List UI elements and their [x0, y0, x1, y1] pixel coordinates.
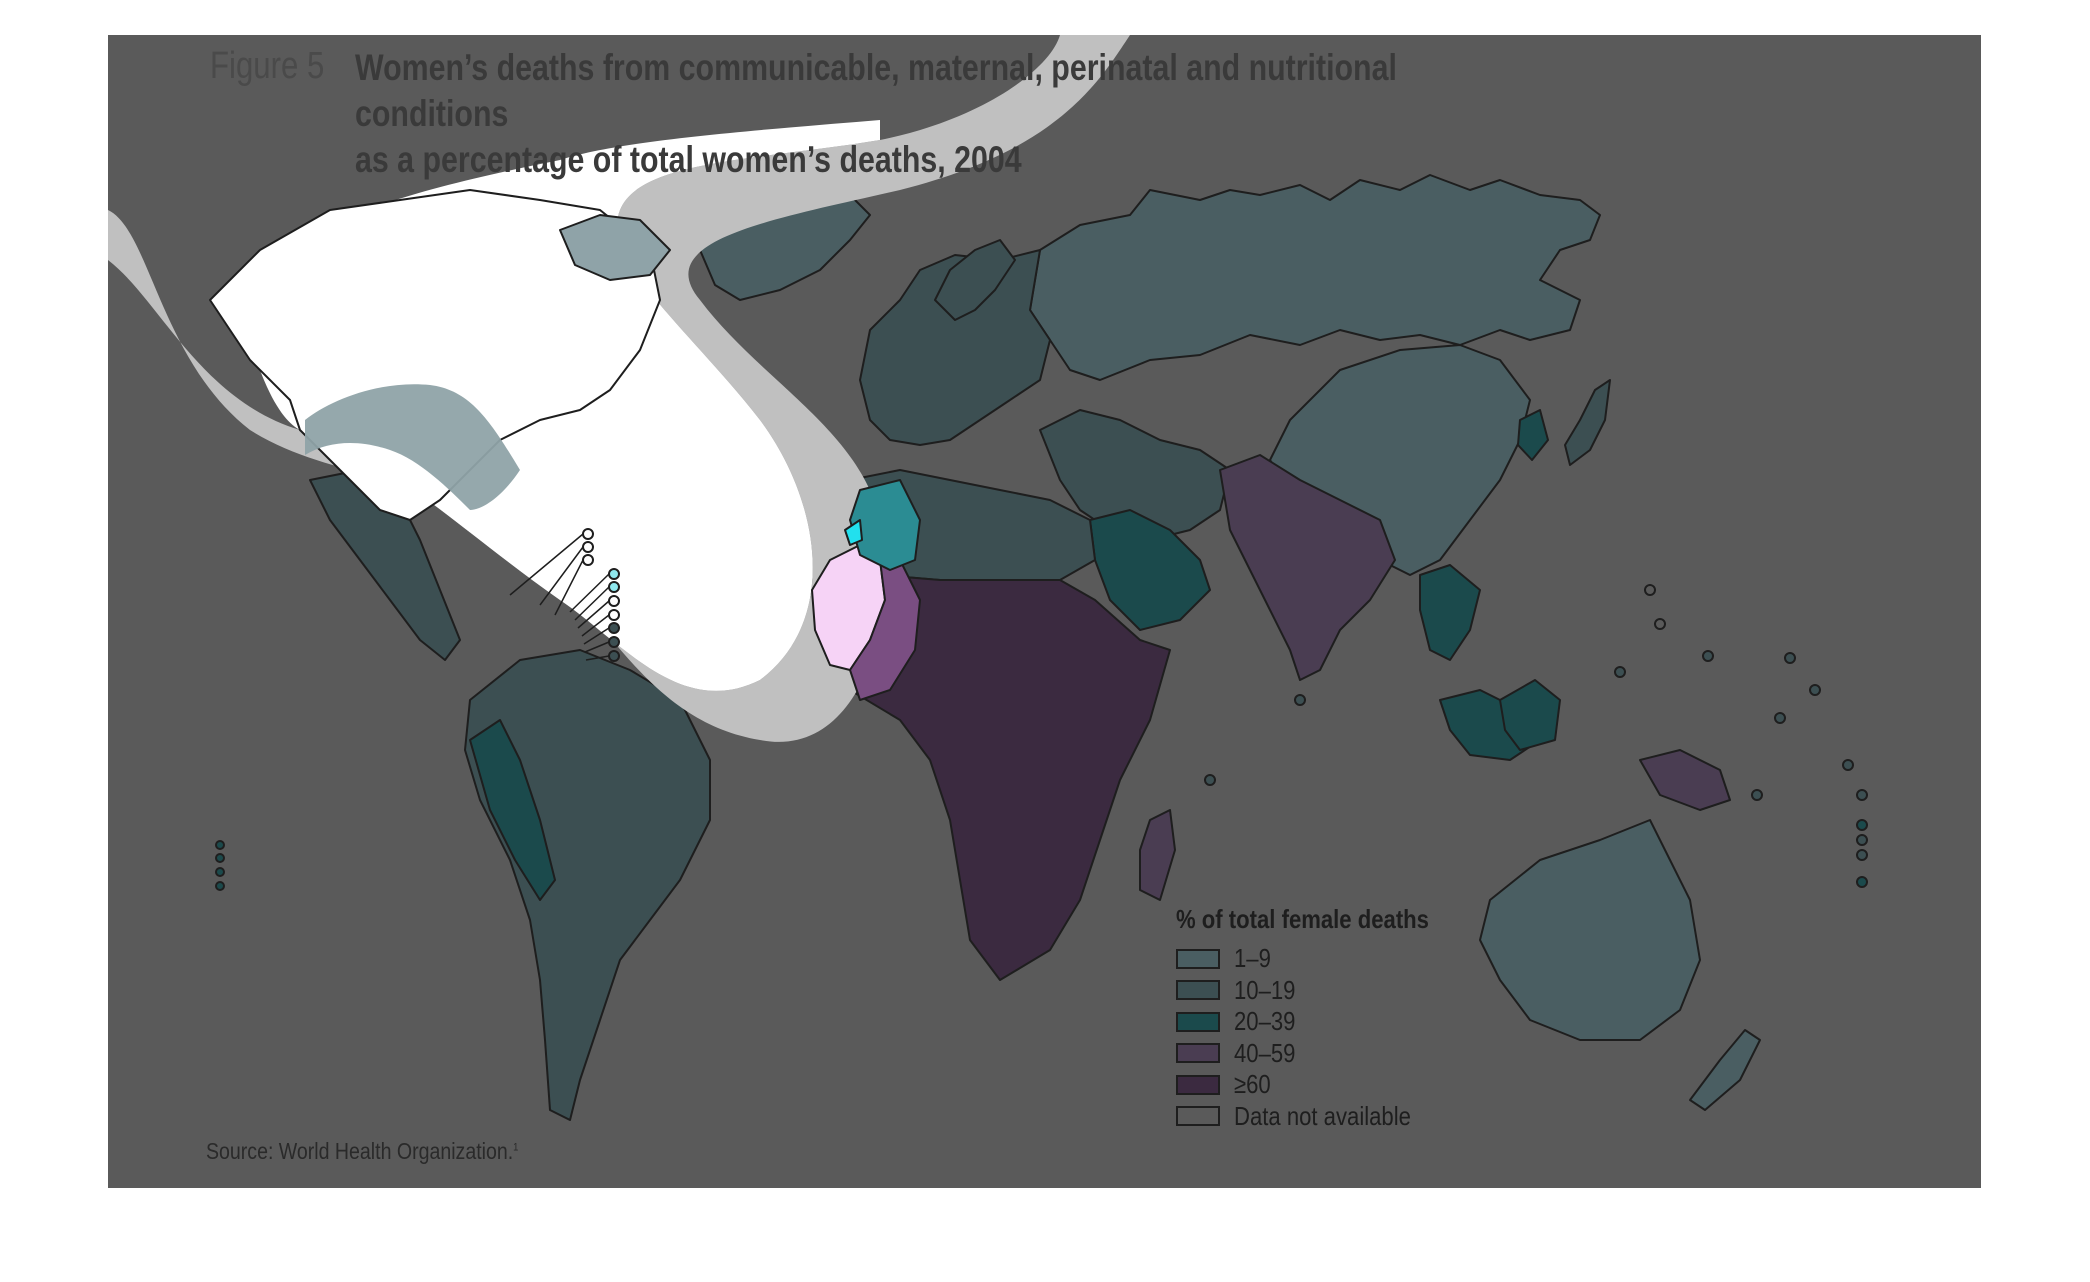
island-marker	[1856, 819, 1868, 831]
caribbean-marker	[608, 568, 620, 580]
region-south-asia	[1219, 454, 1396, 681]
legend-swatch	[1176, 1074, 1220, 1095]
region-scandinavia	[934, 239, 1016, 321]
caribbean-marker	[582, 541, 594, 553]
caribbean-marker	[582, 528, 594, 540]
region-new-zealand	[1689, 1029, 1761, 1111]
region-borneo	[1499, 679, 1561, 751]
island-marker	[1784, 652, 1796, 664]
figure-heading: Figure 5 Women’s deaths from communicabl…	[210, 45, 1770, 183]
legend-swatch	[1176, 948, 1220, 969]
source-text: Source: World Health Organization.	[206, 1138, 514, 1164]
caribbean-marker	[608, 595, 620, 607]
island-marker	[1842, 759, 1854, 771]
legend-label: 40–59	[1234, 1037, 1296, 1068]
legend-label: 1–9	[1234, 943, 1271, 974]
legend-item: 10–19	[1176, 975, 1556, 1007]
source-footnote-marker: 1	[513, 1141, 519, 1154]
island-marker	[215, 840, 225, 850]
region-andes	[469, 719, 556, 901]
figure-title: Women’s deaths from communicable, matern…	[355, 45, 1515, 183]
island-marker	[1294, 694, 1306, 706]
caribbean-marker	[582, 554, 594, 566]
island-marker	[1751, 789, 1763, 801]
island-marker	[1856, 849, 1868, 861]
region-southeast-asia	[1419, 564, 1481, 661]
figure-title-line-1: Women’s deaths from communicable, matern…	[355, 47, 1398, 134]
legend-label: ≥60	[1234, 1069, 1271, 1100]
legend-item: 20–39	[1176, 1006, 1556, 1038]
island-marker	[1856, 834, 1868, 846]
island-marker	[1809, 684, 1821, 696]
caribbean-marker	[608, 609, 620, 621]
island-marker	[1856, 789, 1868, 801]
legend-label: 10–19	[1234, 974, 1296, 1005]
legend-swatch	[1176, 1011, 1220, 1032]
region-west-africa-purple	[849, 544, 921, 701]
legend-title: % of total female deaths	[1176, 904, 1429, 934]
island-marker	[1702, 650, 1714, 662]
region-sub-saharan-africa	[809, 574, 1171, 981]
region-australia	[1479, 819, 1701, 1041]
source-note: Source: World Health Organization.1	[206, 1138, 518, 1165]
region-europe	[859, 249, 1051, 446]
region-middle-east	[1039, 409, 1231, 541]
legend-swatch	[1176, 1106, 1220, 1127]
region-south-america	[464, 649, 711, 1121]
island-marker	[1774, 712, 1786, 724]
figure-label: Figure 5	[210, 45, 325, 87]
legend-swatch	[1176, 980, 1220, 1001]
island-marker	[1856, 876, 1868, 888]
island-marker	[1644, 584, 1656, 596]
region-russia	[1029, 174, 1601, 381]
region-new-guinea	[1639, 749, 1731, 811]
legend-label: 20–39	[1234, 1006, 1296, 1037]
caribbean-leader-lines	[509, 533, 610, 661]
legend-item: 40–59	[1176, 1038, 1556, 1070]
region-madagascar	[1139, 809, 1176, 901]
region-usa-band	[305, 384, 520, 510]
island-marker	[215, 867, 225, 877]
caribbean-marker	[608, 581, 620, 593]
region-korea	[1517, 409, 1549, 461]
legend-swatch	[1176, 1043, 1220, 1064]
legend-item: Data not available	[1176, 1101, 1556, 1133]
region-morocco-cyan	[844, 519, 863, 546]
island-marker	[1204, 774, 1216, 786]
map-legend: % of total female deaths 1–9 10–19 20–39…	[1176, 904, 1556, 1132]
caribbean-marker	[608, 650, 620, 662]
island-marker	[1654, 618, 1666, 630]
legend-item: ≥60	[1176, 1069, 1556, 1101]
region-canada-north	[559, 214, 671, 281]
legend-label: Data not available	[1234, 1100, 1411, 1131]
region-japan	[1564, 379, 1611, 466]
legend-item: 1–9	[1176, 943, 1556, 975]
region-arabia	[1089, 509, 1211, 631]
caribbean-marker	[608, 622, 620, 634]
caribbean-marker	[608, 636, 620, 648]
figure-title-line-2: as a percentage of total women’s deaths,…	[355, 139, 1023, 180]
island-marker	[215, 853, 225, 863]
island-marker	[1614, 666, 1626, 678]
island-marker	[215, 881, 225, 891]
